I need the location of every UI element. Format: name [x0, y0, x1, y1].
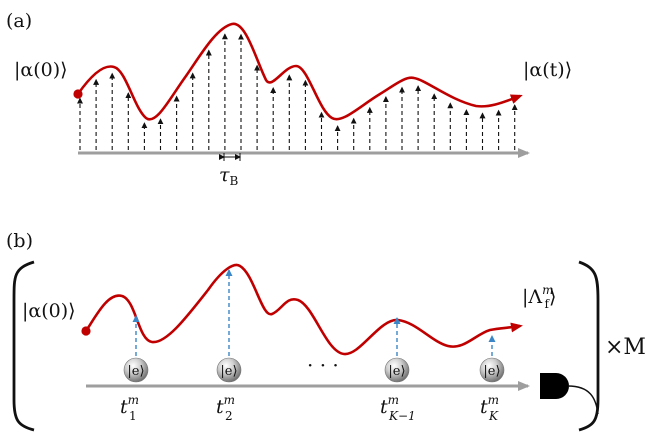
- panel-b-label: (b): [6, 230, 33, 252]
- right-parenthesis: [578, 260, 600, 432]
- repeat-label: ×M: [605, 335, 646, 360]
- final-state-sub: f: [545, 297, 551, 311]
- time-sup: m: [388, 393, 399, 407]
- detector-icon: [540, 373, 569, 399]
- atom-sphere: [216, 357, 242, 383]
- panel-b: (b) ×M |e⟩ |e⟩ |e⟩: [6, 230, 646, 432]
- final-state-close: ⟩: [549, 286, 556, 308]
- sampling-arrows: [77, 33, 518, 150]
- time-sup: m: [488, 393, 499, 407]
- excited-atom-2: |e⟩: [216, 357, 242, 383]
- time-base: t: [480, 396, 488, 418]
- panel-a: (a) |α(0)⟩ |α(t)⟩ τB: [6, 10, 572, 188]
- final-state-main: |Λ: [522, 286, 542, 308]
- ellipsis: · · ·: [307, 353, 339, 377]
- time-sub: K−1: [388, 409, 416, 423]
- detector-cable: [567, 385, 599, 415]
- atom-sphere: [479, 357, 505, 383]
- time-sup: m: [128, 393, 139, 407]
- panel-a-trajectory: [76, 22, 523, 121]
- excited-state-label: |e⟩: [127, 364, 144, 379]
- repeat-label-text: ×M: [605, 335, 646, 360]
- panel-a-initial-state: |α(0)⟩: [14, 59, 68, 81]
- panel-b-trajectory: [84, 263, 523, 356]
- excited-state-label: |e⟩: [220, 364, 237, 379]
- panel-b-start-dot: [81, 326, 91, 336]
- excited-atom-4: |e⟩: [479, 357, 505, 383]
- excited-state-label: |e⟩: [483, 364, 500, 379]
- time-label-4: tm K: [480, 393, 499, 423]
- time-label-3: tm K−1: [380, 393, 416, 423]
- panel-b-final-state: |Λm f⟩: [522, 283, 556, 311]
- excited-state-label: |e⟩: [388, 364, 405, 379]
- time-base: t: [216, 396, 224, 418]
- panel-a-final-state: |α(t)⟩: [523, 59, 572, 81]
- time-label-2: tm 2: [216, 393, 235, 423]
- tau-subscript: B: [230, 174, 239, 188]
- excited-atom-3: |e⟩: [384, 357, 410, 383]
- excited-atom-1: |e⟩: [123, 357, 149, 383]
- tau-symbol: τ: [219, 164, 230, 186]
- time-base: t: [120, 396, 128, 418]
- time-label-1: tm 1: [120, 393, 139, 423]
- atom-sphere: [123, 357, 149, 383]
- tau-b-label: τB: [219, 164, 239, 188]
- time-sub: 2: [225, 409, 233, 423]
- atom-sphere: [384, 357, 410, 383]
- time-sup: m: [224, 393, 235, 407]
- time-sub: K: [488, 409, 499, 423]
- time-base: t: [380, 396, 388, 418]
- panel-a-label: (a): [6, 10, 32, 32]
- final-state-sup: m: [542, 283, 553, 297]
- panel-b-initial-state: |α(0)⟩: [22, 300, 76, 322]
- left-parenthesis: [12, 260, 35, 432]
- panel-a-start-dot: [73, 89, 83, 99]
- time-sub: 1: [129, 409, 137, 423]
